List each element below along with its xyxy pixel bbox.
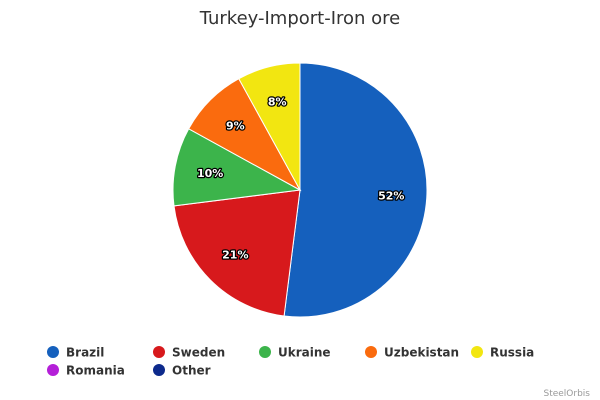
legend-marker xyxy=(365,346,377,358)
data-label: 10% xyxy=(197,167,223,180)
pie-slice xyxy=(172,128,302,207)
legend-label: Romania xyxy=(66,364,125,378)
pie-slice xyxy=(173,189,301,317)
legend-marker xyxy=(471,346,483,358)
data-label: 9% xyxy=(226,119,245,132)
legend-label: Uzbekistan xyxy=(384,346,459,360)
legend-marker xyxy=(259,346,271,358)
legend-marker xyxy=(47,364,59,376)
legend-label: Brazil xyxy=(66,346,104,360)
legend-label: Ukraine xyxy=(278,346,331,360)
legend-label: Other xyxy=(172,364,211,378)
legend-marker xyxy=(153,364,165,376)
data-label: 21% xyxy=(222,249,248,262)
pie-slice xyxy=(283,62,428,318)
data-label: 52% xyxy=(378,190,404,203)
chart-title: Turkey-Import-Iron ore xyxy=(199,8,401,29)
legend-marker xyxy=(153,346,165,358)
legend-label: Sweden xyxy=(172,346,225,360)
legend-marker xyxy=(47,346,59,358)
credit: SteelOrbis xyxy=(543,389,590,399)
data-label: 8% xyxy=(268,95,287,108)
legend-label: Russia xyxy=(490,346,534,360)
